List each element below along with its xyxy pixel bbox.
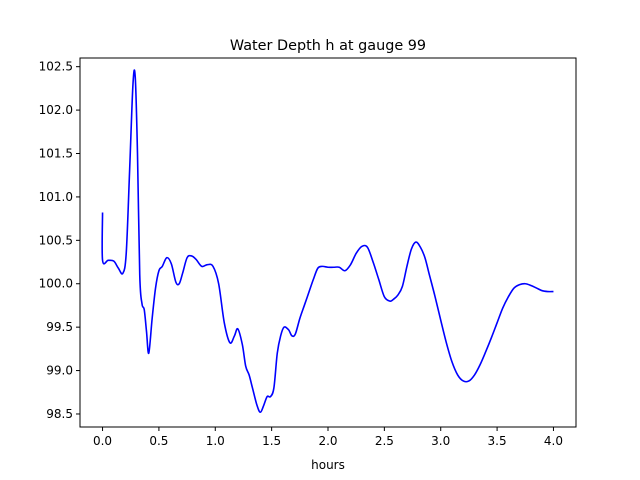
- x-tick-label: 1.5: [262, 434, 281, 448]
- axes-background: [80, 58, 576, 427]
- series-layer: [101, 69, 554, 414]
- chart-title: Water Depth h at gauge 99: [230, 38, 426, 54]
- y-tick-label: 102.0: [39, 103, 73, 117]
- x-axis-label: hours: [311, 458, 345, 472]
- plot-area: [79, 57, 577, 428]
- y-tick-label: 98.5: [46, 407, 73, 421]
- y-tick-label: 99.0: [46, 364, 73, 378]
- x-tick-label: 3.5: [488, 434, 507, 448]
- y-axis-ticks: 98.5 99.0 99.5 100.0 100.5 101.0 101.5 102.0 102…: [39, 60, 80, 421]
- y-tick-label: 100.0: [39, 277, 73, 291]
- x-tick-label: 0.5: [149, 434, 168, 448]
- series-line: [101, 69, 554, 414]
- x-axis-ticks: 0.0 0.5 1.0 1.5 2.0 2.5 3.0 3.5 4.0: [93, 427, 563, 448]
- x-tick-label: 0.0: [93, 434, 112, 448]
- x-tick-label: 3.0: [431, 434, 450, 448]
- y-tick-label: 102.5: [39, 60, 73, 74]
- y-tick-label: 101.5: [39, 147, 73, 161]
- y-tick-label: 99.5: [46, 320, 73, 334]
- x-tick-label: 2.5: [375, 434, 394, 448]
- x-tick-label: 2.0: [318, 434, 337, 448]
- y-tick-label: 101.0: [39, 190, 73, 204]
- y-tick-label: 100.5: [39, 233, 73, 247]
- x-tick-label: 1.0: [206, 434, 225, 448]
- x-tick-label: 4.0: [544, 434, 563, 448]
